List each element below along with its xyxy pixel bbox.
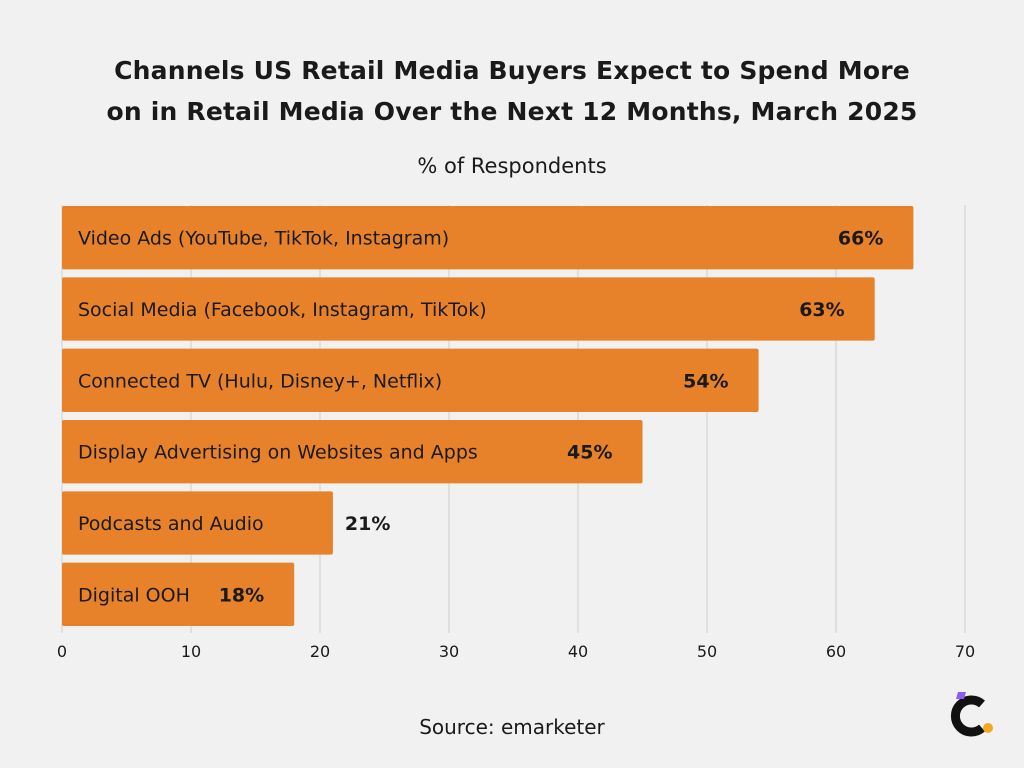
- category-label: Connected TV (Hulu, Disney+, Netflix): [78, 370, 442, 392]
- value-label: 18%: [219, 584, 264, 606]
- category-label: Display Advertising on Websites and Apps: [78, 442, 478, 464]
- chart-title: Channels US Retail Media Buyers Expect t…: [0, 50, 1024, 132]
- bar: [62, 206, 914, 270]
- category-label: Video Ads (YouTube, TikTok, Instagram): [78, 228, 449, 250]
- chart-subtitle: % of Respondents: [417, 154, 607, 178]
- value-label: 66%: [838, 228, 883, 250]
- x-tick-label: 30: [439, 642, 459, 661]
- value-label: 21%: [345, 513, 390, 535]
- x-tick-label: 60: [826, 642, 846, 661]
- x-tick-label: 50: [697, 642, 717, 661]
- chart-title-line-2: on in Retail Media Over the Next 12 Mont…: [106, 97, 918, 126]
- x-tick-label: 20: [310, 642, 330, 661]
- value-label: 54%: [683, 370, 728, 392]
- bar: [62, 420, 643, 484]
- category-label: Podcasts and Audio: [78, 513, 264, 535]
- bars: Video Ads (YouTube, TikTok, Instagram) 66…: [62, 206, 914, 626]
- x-tick-label: 40: [568, 642, 588, 661]
- category-label: Social Media (Facebook, Instagram, TikTo…: [78, 299, 487, 321]
- x-tick-label: 10: [181, 642, 201, 661]
- chart-title-line-1: Channels US Retail Media Buyers Expect t…: [114, 56, 910, 85]
- bar: [62, 562, 295, 626]
- x-tick-label: 0: [57, 642, 67, 661]
- category-label: Digital OOH: [78, 584, 190, 606]
- bar: [62, 277, 875, 341]
- source-note: Source: emarketer: [419, 715, 605, 739]
- value-label: 63%: [799, 299, 844, 321]
- logo-orange-dot: [983, 723, 993, 733]
- logo-purple-accent: [956, 692, 966, 699]
- x-axis-ticks: 0 10 20 30 40 50 60 70: [57, 642, 975, 661]
- brand-logo-icon: [944, 688, 1000, 744]
- grid-lines: [61, 205, 966, 633]
- bar: [62, 491, 333, 555]
- x-tick-label: 70: [955, 642, 975, 661]
- bar: [62, 348, 759, 412]
- logo-c-shape: [950, 695, 985, 737]
- value-label: 45%: [567, 442, 612, 464]
